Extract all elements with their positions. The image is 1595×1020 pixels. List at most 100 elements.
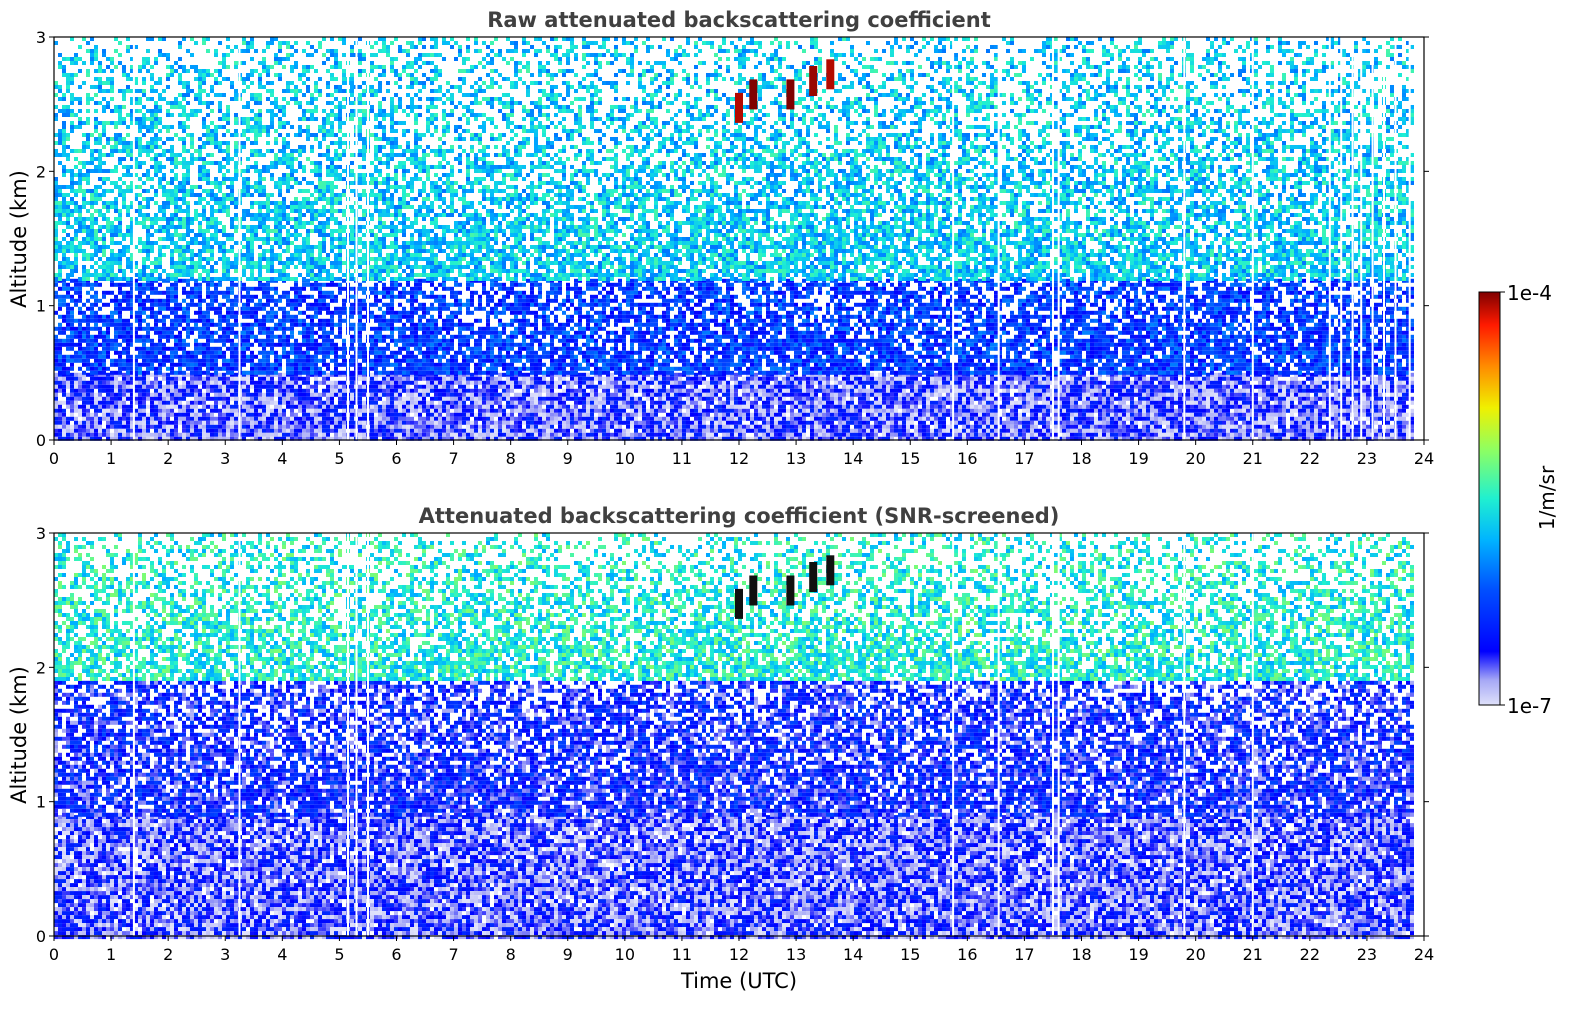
x-tick-label: 0 — [49, 945, 59, 964]
x-tick-label: 11 — [672, 945, 692, 964]
data-gap — [1329, 37, 1331, 440]
x-axis-label: Time (UTC) — [680, 969, 797, 993]
x-tick-label: 16 — [957, 449, 977, 468]
data-gap — [347, 533, 349, 936]
x-tick-label: 24 — [1414, 449, 1434, 468]
x-tick-label: 17 — [1014, 449, 1034, 468]
cloud-feature — [809, 66, 817, 96]
panel-raw: Raw attenuated backscattering coefficien… — [7, 8, 1434, 468]
data-gap — [1352, 37, 1354, 440]
data-gap — [356, 37, 358, 440]
colorbar: 1e-4 1e-7 1/m/sr — [1479, 281, 1559, 718]
data-gap — [952, 533, 954, 936]
x-tick-label: 6 — [391, 449, 401, 468]
x-tick-label: 19 — [1128, 449, 1148, 468]
x-tick-label: 21 — [1243, 945, 1263, 964]
panel-raw-title: Raw attenuated backscattering coefficien… — [487, 8, 991, 32]
figure: Raw attenuated backscattering coefficien… — [0, 0, 1595, 1020]
x-tick-label: 2 — [163, 449, 173, 468]
panel-raw-x-ticks: 0 1 2 3 4 5 6 7 8 9 10 11 12 13 14 15 16 17 18 19 20 21 22 23 24 — [49, 440, 1434, 468]
y-tick-label: 1 — [36, 793, 46, 812]
data-gap — [1058, 37, 1060, 440]
data-gap — [1395, 37, 1397, 440]
x-tick-label: 9 — [563, 449, 573, 468]
data-gap — [998, 533, 1000, 936]
cloud-feature — [749, 79, 757, 109]
x-tick-label: 7 — [448, 449, 458, 468]
x-tick-label: 12 — [729, 945, 749, 964]
y-tick-label: 0 — [36, 431, 46, 450]
x-tick-label: 2 — [163, 945, 173, 964]
x-tick-label: 24 — [1414, 945, 1434, 964]
data-gap — [133, 37, 135, 440]
end-of-record — [1414, 533, 1424, 936]
cloud-feature — [826, 555, 834, 585]
data-gap — [356, 533, 358, 936]
x-tick-label: 14 — [843, 945, 863, 964]
x-tick-label: 18 — [1071, 945, 1091, 964]
data-gap — [133, 533, 135, 936]
panel-screened-heatmap — [54, 533, 1424, 939]
cloud-feature — [826, 59, 834, 89]
x-tick-label: 13 — [786, 449, 806, 468]
x-tick-label: 22 — [1300, 449, 1320, 468]
data-gap — [1052, 533, 1054, 936]
colorbar-tick-max-label: 1e-4 — [1507, 281, 1552, 305]
data-gap — [1340, 37, 1342, 440]
x-tick-label: 13 — [786, 945, 806, 964]
x-tick-label: 5 — [334, 449, 344, 468]
colorbar-tick-min-label: 1e-7 — [1507, 694, 1552, 718]
data-gap — [1383, 37, 1385, 440]
y-tick-label: 2 — [36, 658, 46, 677]
x-tick-label: 6 — [391, 945, 401, 964]
x-tick-label: 8 — [506, 945, 516, 964]
x-tick-label: 4 — [277, 449, 287, 468]
panel-raw-heatmap — [54, 37, 1424, 441]
panel-screened-ylabel: Altitude (km) — [7, 666, 31, 804]
x-tick-label: 17 — [1014, 945, 1034, 964]
x-tick-label: 19 — [1128, 945, 1148, 964]
x-tick-label: 20 — [1185, 449, 1205, 468]
panel-screened-x-ticks: 0 1 2 3 4 5 6 7 8 9 10 11 12 13 14 15 16 17 18 19 20 21 22 23 24 — [49, 936, 1434, 964]
cloud-feature — [786, 576, 794, 606]
colorbar-gradient — [1479, 292, 1500, 705]
x-tick-label: 1 — [106, 449, 116, 468]
x-tick-label: 11 — [672, 449, 692, 468]
data-gap — [1183, 37, 1185, 440]
x-tick-label: 23 — [1357, 945, 1377, 964]
x-tick-label: 23 — [1357, 449, 1377, 468]
data-gap — [1058, 533, 1060, 936]
y-tick-label: 0 — [36, 927, 46, 946]
data-gap — [367, 37, 369, 440]
x-tick-label: 18 — [1071, 449, 1091, 468]
data-gap — [347, 37, 349, 440]
x-tick-label: 5 — [334, 945, 344, 964]
x-tick-label: 10 — [615, 449, 635, 468]
data-gap — [1252, 533, 1254, 936]
panel-screened: Attenuated backscattering coefficient (S… — [7, 504, 1434, 993]
cloud-feature — [735, 93, 743, 123]
x-tick-label: 7 — [448, 945, 458, 964]
y-tick-label: 2 — [36, 162, 46, 181]
end-of-record — [1414, 37, 1424, 440]
x-tick-label: 20 — [1185, 945, 1205, 964]
colorbar-label: 1/m/sr — [1535, 465, 1559, 530]
cloud-feature — [809, 562, 817, 592]
y-tick-label: 3 — [36, 524, 46, 543]
panel-screened-title: Attenuated backscattering coefficient (S… — [419, 504, 1060, 528]
data-gap — [998, 37, 1000, 440]
heatmap-layer-0 — [54, 815, 1414, 939]
data-gap — [239, 533, 241, 936]
x-tick-label: 15 — [900, 449, 920, 468]
data-gap — [1183, 533, 1185, 936]
data-gap — [1372, 37, 1374, 440]
data-gap — [1409, 37, 1411, 440]
data-gap — [1360, 37, 1362, 440]
x-tick-label: 3 — [220, 945, 230, 964]
x-tick-label: 3 — [220, 449, 230, 468]
data-gap — [239, 37, 241, 440]
x-tick-label: 8 — [506, 449, 516, 468]
heatmap-layer-0 — [54, 373, 1414, 441]
cloud-feature — [735, 589, 743, 619]
x-tick-label: 12 — [729, 449, 749, 468]
